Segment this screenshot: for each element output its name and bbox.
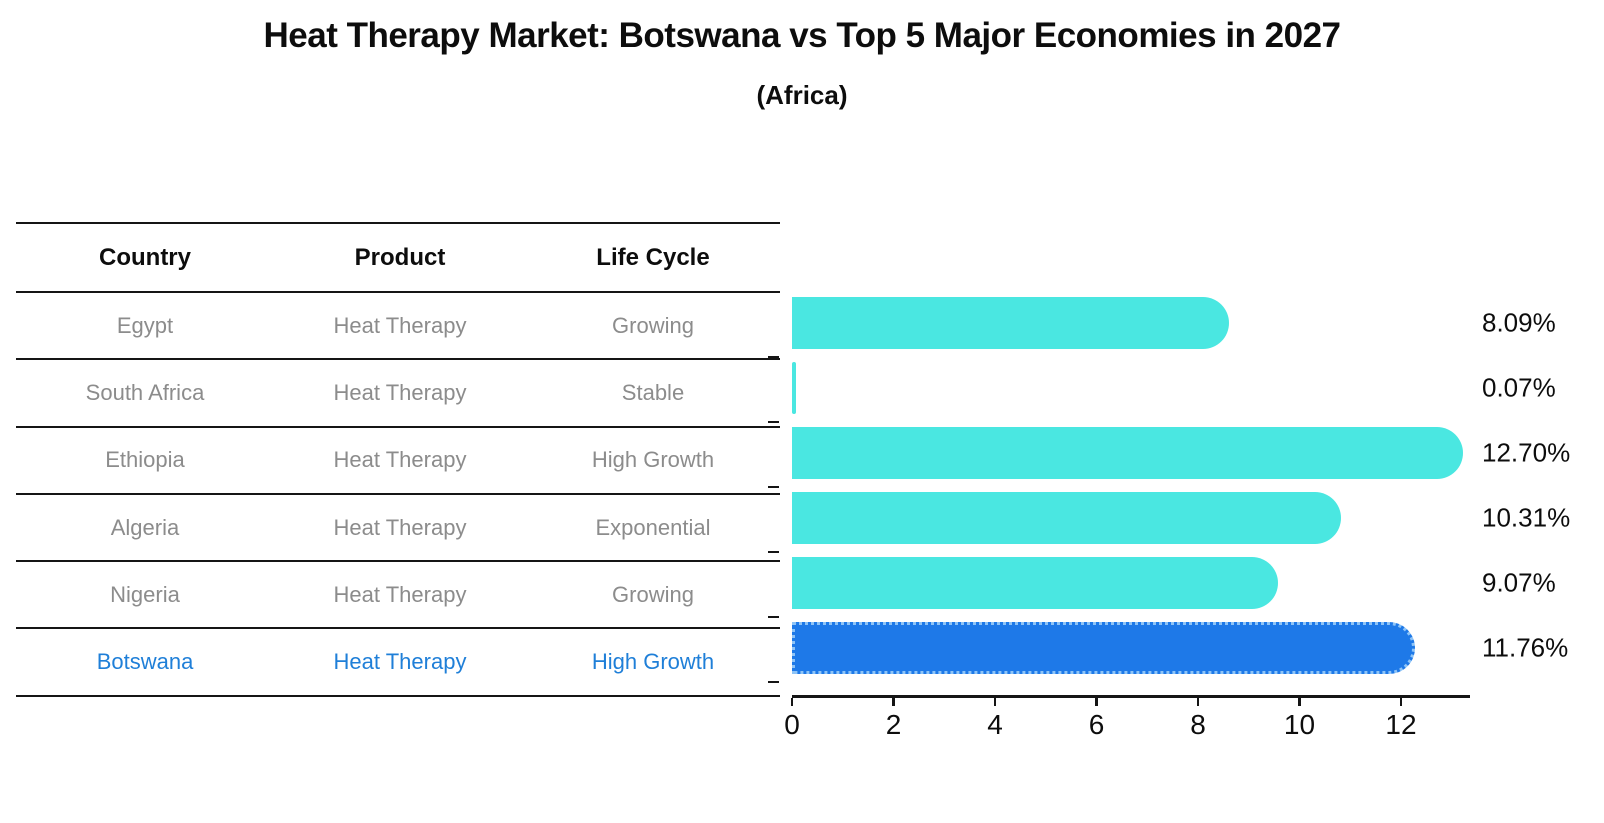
life-cycle-cell: Growing	[612, 581, 694, 607]
bar-egypt	[792, 297, 1229, 349]
x-tick-label: 2	[885, 709, 902, 740]
chart-title: Heat Therapy Market: Botswana vs Top 5 M…	[263, 16, 1341, 55]
x-tick-label: 8	[1190, 709, 1206, 740]
value-label: 10.31%	[1482, 502, 1571, 533]
product-cell: Heat Therapy	[333, 649, 467, 675]
y-boundary-tick	[768, 290, 779, 293]
bar-ethiopia	[792, 427, 1463, 479]
x-tick-label: 12	[1385, 709, 1417, 740]
table-row: Nigeria Heat Therapy Growing	[16, 560, 780, 627]
table-row: Egypt Heat Therapy Growing	[16, 291, 780, 358]
bar-nigeria	[792, 557, 1279, 609]
table-row: Botswana Heat Therapy High Growth	[16, 627, 780, 697]
x-tick-label: 10	[1283, 709, 1316, 740]
x-tick	[1196, 698, 1200, 706]
product-cell: Heat Therapy	[333, 447, 467, 473]
x-tick	[1095, 698, 1098, 706]
product-cell: Heat Therapy	[333, 312, 467, 338]
life-cycle-cell: High Growth	[591, 649, 715, 675]
bar-botswana	[792, 622, 1415, 674]
y-boundary-tick	[768, 355, 779, 358]
value-label: 8.09%	[1482, 307, 1556, 338]
table-header-row: Country Product Life Cycle	[16, 222, 780, 291]
product-cell: Heat Therapy	[333, 379, 467, 405]
x-tick-label: 0	[784, 709, 800, 740]
table-row: South Africa Heat Therapy Stable	[16, 358, 780, 425]
country-cell: South Africa	[85, 379, 205, 405]
country-cell: Algeria	[110, 514, 180, 540]
x-axis-line	[792, 695, 1470, 698]
country-cell: Egypt	[116, 312, 174, 338]
life-cycle-cell: Growing	[612, 312, 694, 338]
x-tick	[1298, 698, 1301, 706]
y-boundary-tick	[768, 615, 779, 618]
x-tick	[790, 698, 794, 706]
y-boundary-tick	[768, 550, 779, 553]
country-cell: Botswana	[96, 649, 194, 675]
x-tick-label: 6	[1088, 709, 1105, 740]
bar-algeria	[792, 492, 1342, 544]
table-row: Ethiopia Heat Therapy High Growth	[16, 425, 780, 493]
country-cell: Nigeria	[110, 581, 180, 607]
table-row: Algeria Heat Therapy Exponential	[16, 492, 780, 560]
life-cycle-cell: Exponential	[595, 514, 711, 540]
y-boundary-tick	[768, 485, 779, 488]
x-tick-label: 4	[987, 709, 1003, 740]
country-cell: Ethiopia	[105, 447, 185, 473]
y-boundary-tick	[768, 680, 779, 683]
x-tick	[993, 698, 997, 706]
country-table: Country Product Life Cycle Egypt Heat Therap…	[16, 222, 780, 697]
value-label: 9.07%	[1482, 567, 1556, 598]
y-boundary-tick	[768, 420, 779, 423]
x-tick	[1399, 698, 1403, 706]
bar-south-africa	[792, 362, 796, 414]
life-cycle-cell: High Growth	[591, 447, 715, 473]
product-cell: Heat Therapy	[333, 581, 467, 607]
column-header: Country	[99, 243, 191, 271]
value-label: 12.70%	[1482, 437, 1571, 468]
chart-subtitle: (Africa)	[756, 80, 848, 110]
value-label: 11.76%	[1482, 632, 1569, 663]
x-tick	[892, 698, 895, 706]
product-cell: Heat Therapy	[333, 514, 467, 540]
value-label: 0.07%	[1482, 372, 1556, 403]
column-header: Product	[354, 243, 446, 271]
life-cycle-cell: Stable	[621, 379, 685, 405]
column-header: Life Cycle	[596, 243, 710, 271]
